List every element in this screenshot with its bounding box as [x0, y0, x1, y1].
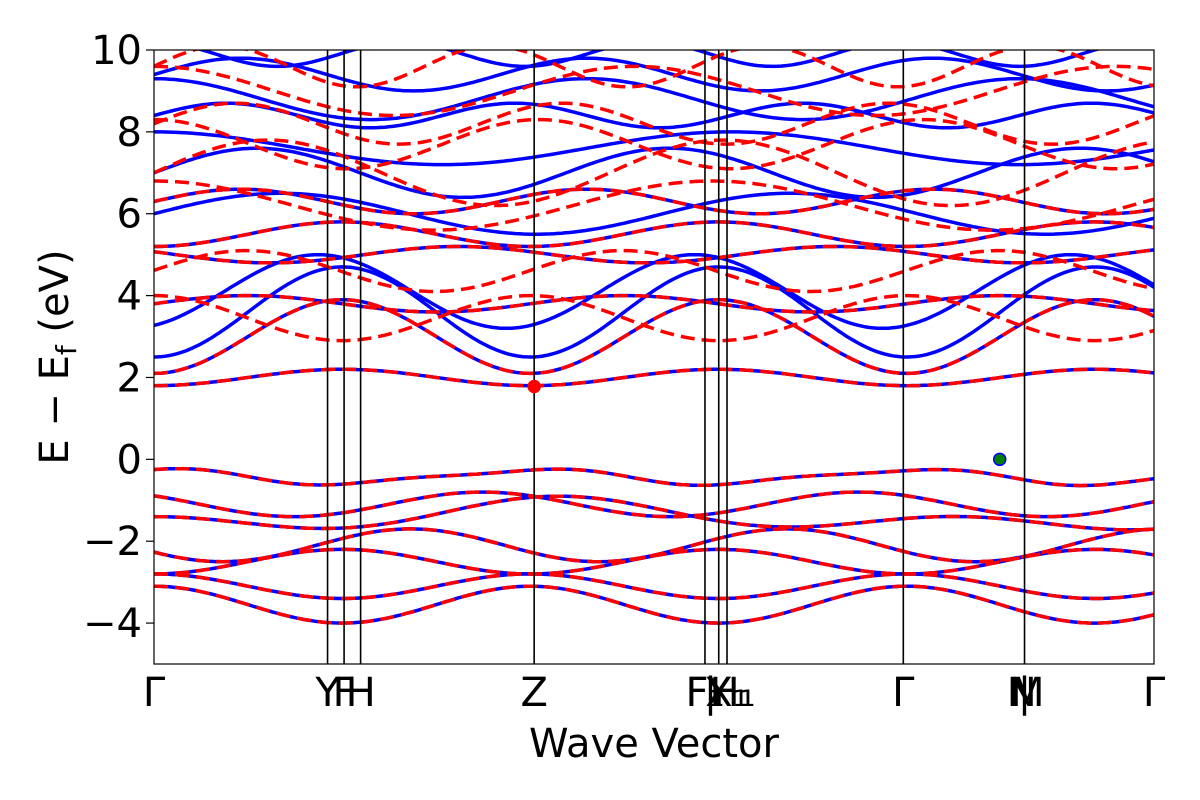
band-line-red: [154, 64, 1154, 118]
extremum-markers: [527, 379, 1007, 467]
band-line-blue: [154, 252, 1154, 331]
y-axis-ticks: −4 −2 0 2 4 6 8 10: [83, 28, 154, 647]
x-tick-label: Y: [314, 670, 340, 716]
band-line-red: [154, 490, 1154, 519]
band-line-red: [154, 248, 1154, 294]
x-tick-label: Γ: [892, 670, 915, 716]
y-tick-label: 2: [117, 355, 142, 401]
x-tick-label: X₁: [705, 670, 748, 716]
band-line-red: [154, 572, 1154, 601]
band-line-blue: [154, 56, 1154, 93]
x-tick-label: Γ: [143, 670, 166, 716]
x-tick-label: H: [346, 670, 376, 716]
x-tick-label: N: [1007, 670, 1037, 716]
band-line-blue: [154, 146, 1154, 200]
y-tick-label: −4: [83, 601, 142, 647]
band-line-red: [154, 547, 1154, 576]
y-axis-label-sub: f: [50, 344, 83, 355]
band-lines: [154, 50, 1154, 625]
y-axis-label-unit: (eV): [32, 249, 78, 345]
x-tick-label: H₁: [709, 670, 755, 716]
y-tick-label: 0: [117, 437, 142, 483]
band-line-blue: [154, 367, 1154, 388]
y-tick-label: 8: [117, 110, 142, 156]
x-tick-label: F₁: [685, 670, 724, 716]
band-line-blue: [154, 76, 1154, 122]
high-symmetry-lines: [326, 50, 1026, 664]
band-line-red: [154, 297, 1154, 376]
band-line-red: [154, 101, 1154, 146]
band-extremum-marker: [527, 379, 541, 394]
band-line-blue: [154, 293, 1154, 314]
y-tick-label: 4: [117, 274, 142, 320]
y-tick-label: 10: [91, 28, 142, 74]
band-line-blue: [154, 130, 1154, 167]
band-line-red: [154, 50, 1154, 89]
band-line-blue: [195, 50, 1101, 69]
plot-frame: [153, 49, 1155, 665]
x-tick-label: F: [333, 670, 356, 716]
band-line-blue: [154, 265, 1154, 359]
plot-background: [154, 50, 1154, 664]
x-tick-label: |: [1018, 670, 1031, 716]
band-line-blue: [154, 466, 1154, 488]
band-line-red: [154, 494, 1154, 532]
x-tick-label: M: [1010, 670, 1045, 716]
band-line-red: [154, 293, 1154, 343]
y-axis-label-main: E − E: [32, 355, 78, 465]
y-axis-label: E − Ef (eV): [32, 249, 83, 464]
band-line-blue: [154, 101, 1154, 130]
band-extremum-marker: [992, 452, 1007, 467]
band-line-red: [154, 220, 1154, 249]
band-line-red: [154, 187, 1154, 216]
x-tick-label: Γ: [1143, 670, 1166, 716]
band-line-red: [154, 584, 1154, 625]
y-tick-label: 6: [117, 192, 142, 238]
band-line-red: [154, 138, 1154, 208]
x-tick-label: Y: [706, 670, 732, 716]
band-line-red: [154, 179, 1154, 232]
y-tick-label: −2: [83, 519, 142, 565]
x-tick-label: |: [704, 670, 717, 716]
x-axis-label: Wave Vector: [529, 721, 780, 767]
x-tick-label: Z: [520, 670, 547, 716]
